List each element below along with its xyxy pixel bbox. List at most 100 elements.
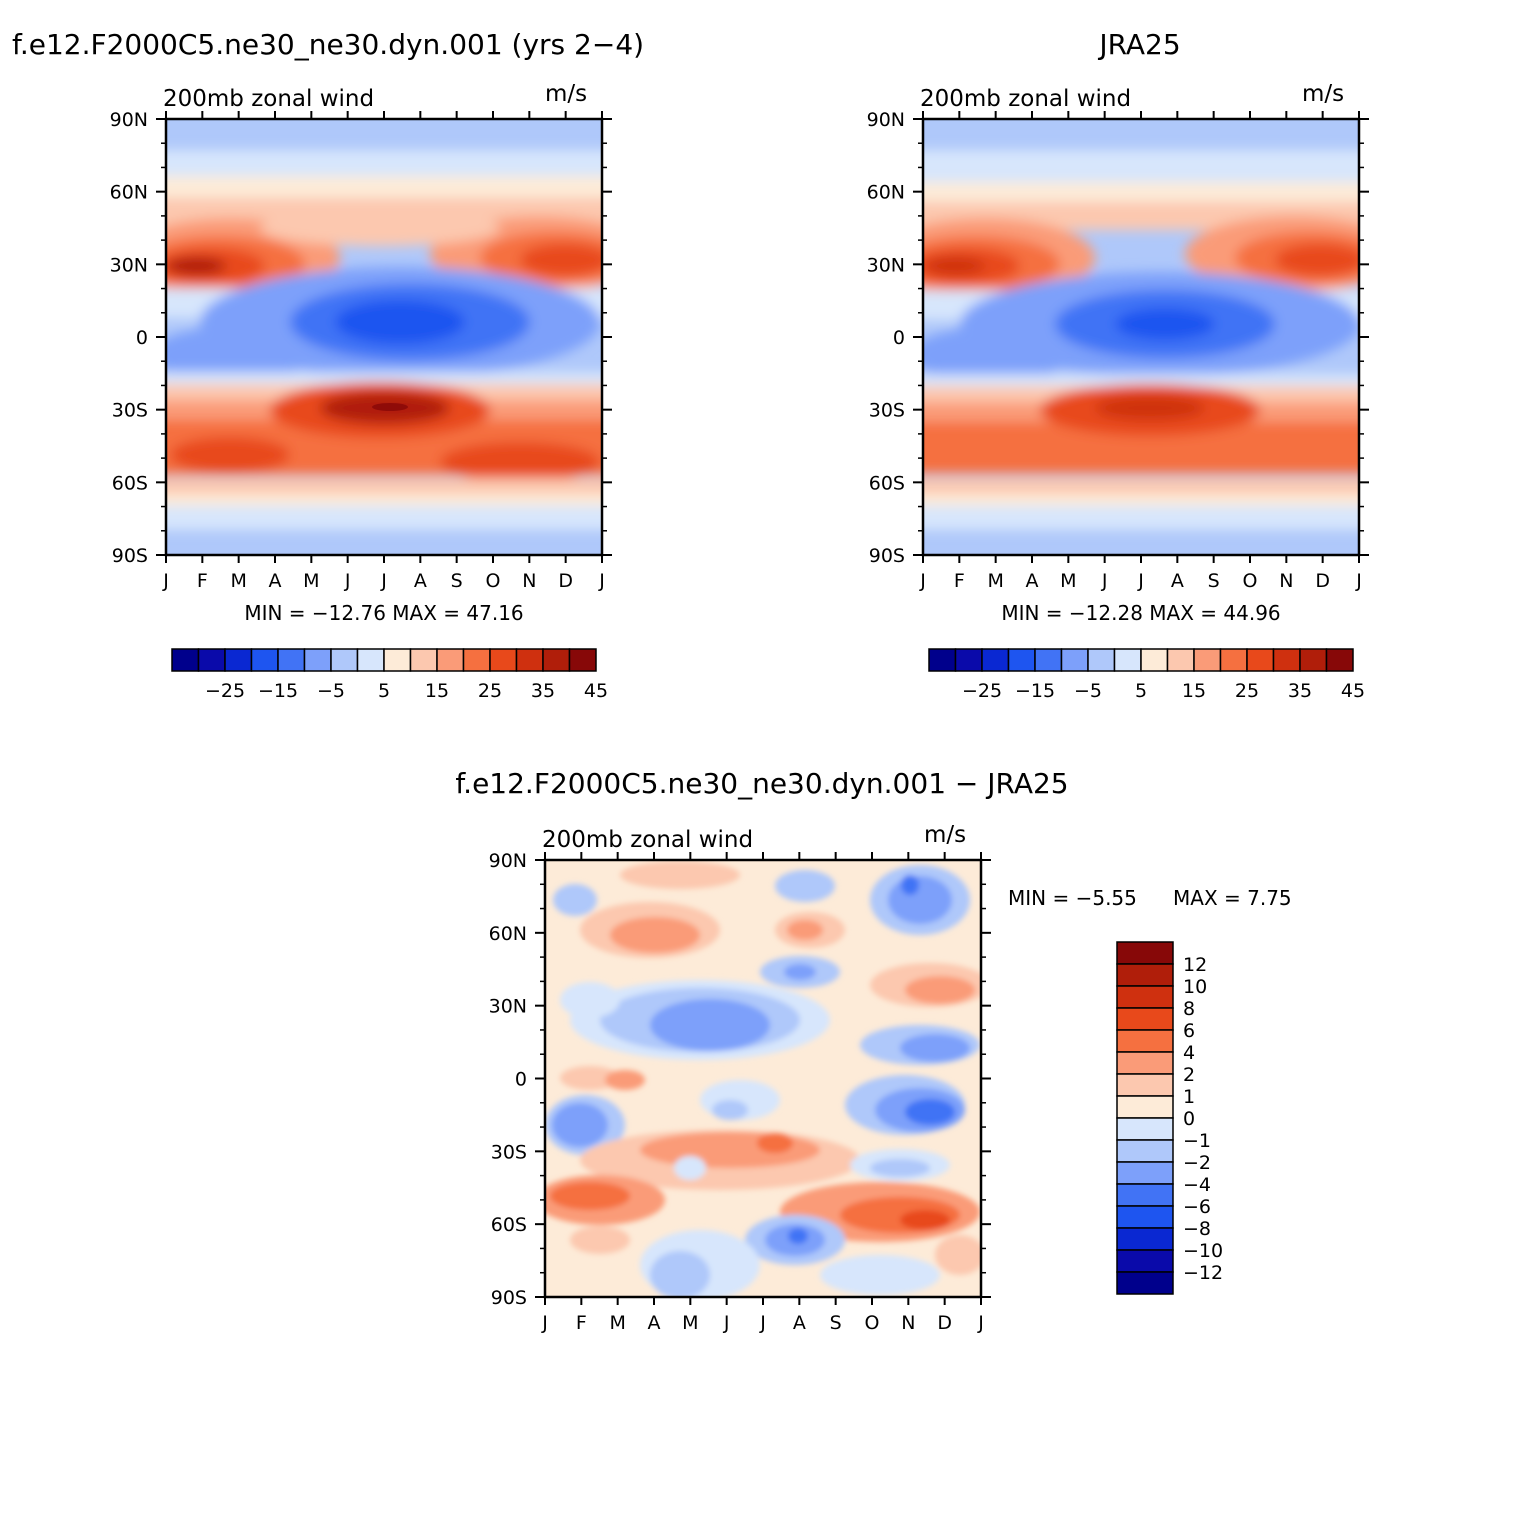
colorbar-swatch	[542, 648, 571, 672]
y-tick-label: 0	[515, 1069, 527, 1091]
colorbar-swatch	[1087, 648, 1116, 672]
panel-model-field-label: 200mb zonal wind	[163, 86, 374, 112]
y-tick-label: 90S	[491, 1287, 527, 1309]
colorbar-label: 5	[1135, 680, 1147, 702]
y-tick-label: 60N	[867, 182, 905, 204]
colorbar-label: 25	[478, 680, 502, 702]
colorbar-swatch	[1034, 648, 1063, 672]
x-tick-label: O	[486, 570, 501, 592]
y-tick-label: 90N	[110, 109, 148, 131]
colorbar-swatch	[489, 648, 518, 672]
colorbar-swatch	[568, 648, 597, 672]
colorbar-label: −1	[1183, 1130, 1211, 1152]
panel-difference: f.e12.F2000C5.ne30_ne30.dyn.001 − JRA25 …	[455, 767, 1291, 1334]
y-tick-label: 90S	[112, 545, 148, 567]
colorbar-swatch	[1116, 963, 1174, 987]
panel-model-colorbar: −25 −15 −5 5 15 25 35 45	[171, 648, 608, 702]
colorbar-swatch	[1246, 648, 1275, 672]
colorbar-label: 6	[1183, 1020, 1195, 1042]
y-tick-label: 90N	[489, 850, 527, 872]
x-tick-label: A	[1026, 570, 1039, 592]
colorbar-swatch	[1113, 648, 1142, 672]
colorbar-label: −15	[258, 680, 298, 702]
x-tick-label: N	[1279, 570, 1293, 592]
colorbar-label: 35	[1288, 680, 1312, 702]
colorbar-swatch	[954, 648, 983, 672]
x-tick-label: S	[1208, 570, 1220, 592]
x-tick-label: J	[541, 1312, 548, 1334]
y-tick-label: 0	[136, 327, 148, 349]
panel-reanalysis-title: JRA25	[1097, 28, 1180, 61]
x-tick-label: F	[954, 570, 965, 592]
x-tick-label: M	[1060, 570, 1076, 592]
colorbar-label: 0	[1183, 1108, 1195, 1130]
colorbar-swatch	[383, 648, 412, 672]
colorbar-label: −2	[1183, 1152, 1211, 1174]
y-tick-label: 90N	[867, 109, 905, 131]
y-tick-label: 90S	[869, 545, 905, 567]
colorbar-swatch	[462, 648, 491, 672]
colorbar-swatch	[1116, 1007, 1174, 1031]
colorbar-label: −12	[1183, 1262, 1223, 1284]
x-tick-label: A	[414, 570, 427, 592]
x-tick-label: M	[303, 570, 319, 592]
colorbar-label: 5	[378, 680, 390, 702]
colorbar-swatch	[1116, 1183, 1174, 1207]
colorbar-swatch	[981, 648, 1010, 672]
colorbar-swatch	[1272, 648, 1301, 672]
colorbar-swatch	[356, 648, 385, 672]
panel-difference-max: MAX = 7.75	[1173, 886, 1292, 910]
y-tick-label: 60S	[112, 472, 148, 494]
x-tick-label: S	[451, 570, 463, 592]
y-tick-label: 30N	[489, 996, 527, 1018]
colorbar-label: 12	[1183, 954, 1207, 976]
colorbar-label: −10	[1183, 1240, 1223, 1262]
colorbar-swatch	[303, 648, 332, 672]
y-tick-label: 60S	[869, 472, 905, 494]
x-tick-label: F	[576, 1312, 587, 1334]
panel-reanalysis-plot-field	[923, 119, 1359, 555]
panel-model-minmax: MIN = −12.76 MAX = 47.16	[244, 601, 523, 625]
colorbar-swatch	[1116, 1249, 1174, 1273]
colorbar-label: −15	[1015, 680, 1055, 702]
x-tick-label: F	[197, 570, 208, 592]
colorbar-swatch	[1060, 648, 1089, 672]
colorbar-label: 2	[1183, 1064, 1195, 1086]
x-tick-label: M	[987, 570, 1003, 592]
y-tick-label: 30N	[867, 254, 905, 276]
x-tick-label: J	[380, 570, 387, 592]
colorbar-label: −8	[1183, 1218, 1211, 1240]
panel-difference-min: MIN = −5.55	[1008, 886, 1137, 910]
colorbar-swatch	[1116, 941, 1174, 965]
panel-model-units: m/s	[545, 81, 587, 107]
x-tick-label: J	[344, 570, 351, 592]
colorbar-swatch	[928, 648, 957, 672]
x-tick-label: A	[269, 570, 282, 592]
colorbar-swatch	[1325, 648, 1354, 672]
colorbar-label: 1	[1183, 1086, 1195, 1108]
y-tick-label: 0	[893, 327, 905, 349]
colorbar-label: 25	[1235, 680, 1259, 702]
y-tick-label: 60N	[489, 923, 527, 945]
colorbar-swatch	[197, 648, 226, 672]
y-tick-label: 30S	[491, 1141, 527, 1163]
colorbar-label: 8	[1183, 998, 1195, 1020]
colorbar-swatch	[1219, 648, 1248, 672]
colorbar-label: −6	[1183, 1196, 1211, 1218]
colorbar-swatch	[436, 648, 465, 672]
x-tick-label: N	[522, 570, 536, 592]
colorbar-swatch	[1116, 1029, 1174, 1053]
x-tick-label: O	[865, 1312, 880, 1334]
colorbar-label: −25	[205, 680, 245, 702]
x-tick-label: M	[230, 570, 246, 592]
colorbar-swatch	[1116, 1227, 1174, 1251]
panel-difference-title: f.e12.F2000C5.ne30_ne30.dyn.001 − JRA25	[455, 767, 1068, 800]
colorbar-label: −25	[962, 680, 1002, 702]
colorbar-swatch	[250, 648, 279, 672]
x-tick-label: J	[723, 1312, 730, 1334]
colorbar-label: 45	[1341, 680, 1365, 702]
